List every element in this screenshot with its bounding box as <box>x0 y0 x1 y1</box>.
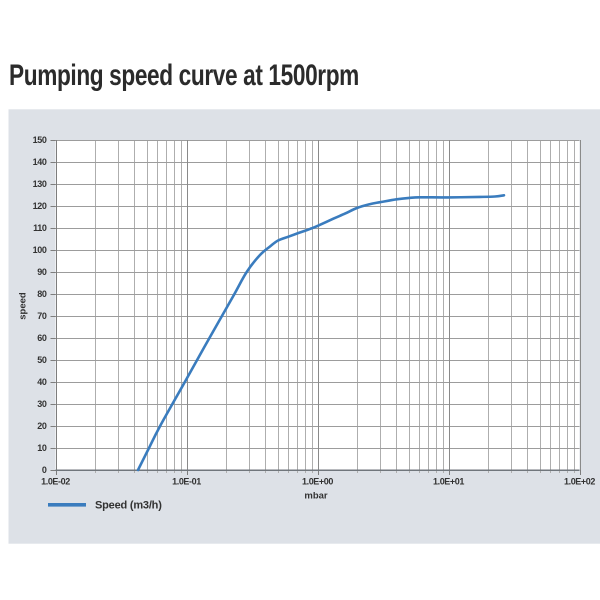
svg-text:120: 120 <box>33 201 47 211</box>
svg-text:130: 130 <box>33 179 47 189</box>
svg-text:10: 10 <box>37 443 47 453</box>
svg-text:60: 60 <box>37 333 47 343</box>
svg-text:90: 90 <box>37 267 47 277</box>
svg-text:110: 110 <box>33 223 47 233</box>
svg-text:20: 20 <box>37 421 47 431</box>
svg-text:30: 30 <box>37 399 47 409</box>
svg-text:1.0E+00: 1.0E+00 <box>302 477 333 487</box>
svg-text:speed: speed <box>18 292 29 320</box>
svg-text:150: 150 <box>33 135 47 145</box>
svg-text:1.0E-01: 1.0E-01 <box>172 477 201 487</box>
svg-text:100: 100 <box>33 245 47 255</box>
svg-text:mbar: mbar <box>304 491 328 502</box>
svg-text:0: 0 <box>42 465 47 475</box>
svg-text:Speed (m3/h): Speed (m3/h) <box>95 500 162 512</box>
svg-text:1.0E+01: 1.0E+01 <box>433 477 464 487</box>
svg-text:70: 70 <box>37 311 47 321</box>
svg-text:1.0E-02: 1.0E-02 <box>41 477 70 487</box>
svg-text:1.0E+02: 1.0E+02 <box>564 477 595 487</box>
svg-text:80: 80 <box>37 289 47 299</box>
svg-text:40: 40 <box>37 377 47 387</box>
svg-text:140: 140 <box>33 157 47 167</box>
svg-text:50: 50 <box>37 355 47 365</box>
